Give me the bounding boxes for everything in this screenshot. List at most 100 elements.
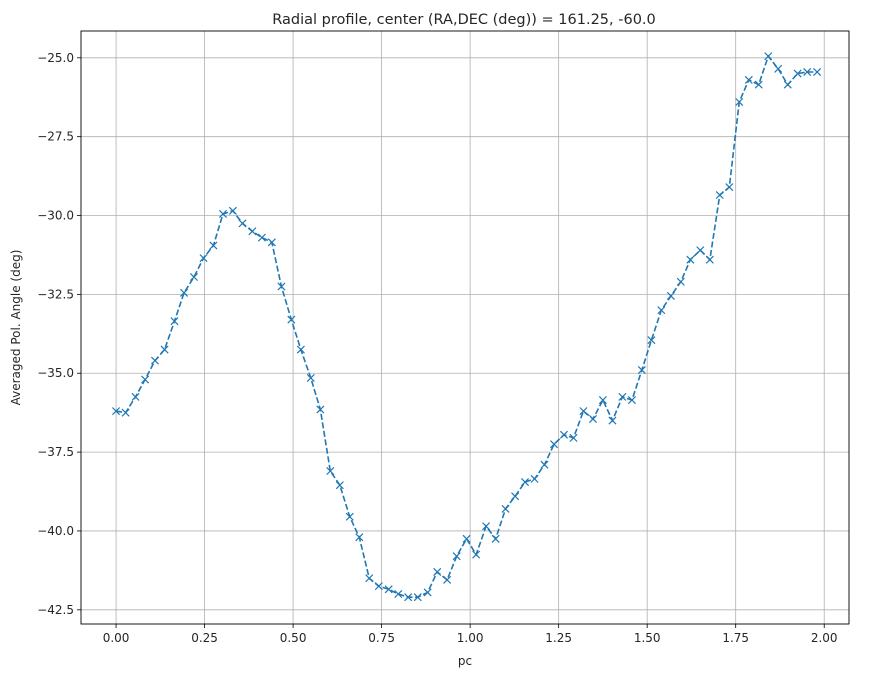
data-point-marker <box>248 227 257 236</box>
y-tick-label: −40.0 <box>37 524 74 538</box>
data-point-marker <box>267 238 276 247</box>
data-point-marker <box>608 416 617 425</box>
data-point-marker <box>209 241 218 250</box>
data-point-marker <box>813 67 822 77</box>
data-point-marker <box>121 408 130 417</box>
data-point-marker <box>462 534 471 543</box>
y-tick-label: −37.5 <box>37 445 74 459</box>
data-point-marker <box>384 585 393 594</box>
data-point-marker <box>783 80 792 89</box>
data-point-marker <box>618 392 627 401</box>
x-tick-label: 1.75 <box>722 631 749 645</box>
data-point-marker <box>735 97 744 106</box>
data-point-marker <box>287 315 296 324</box>
data-point-marker <box>637 366 646 375</box>
data-point-marker <box>345 512 354 521</box>
data-point-marker <box>705 255 714 264</box>
data-point-marker <box>443 575 452 584</box>
y-tick-label: −25.0 <box>37 51 74 65</box>
data-point-marker <box>218 209 228 218</box>
y-tick-label: −42.5 <box>37 603 74 617</box>
data-point-marker <box>501 504 510 513</box>
plot-frame <box>80 30 850 625</box>
y-axis-ticks: −42.5 −40.0 −37.5 −35.0 −32.5 −30.0 −27.5 −25.0 <box>37 51 81 617</box>
data-point-marker <box>170 317 179 326</box>
data-point-marker <box>647 336 656 345</box>
data-point-marker <box>452 552 461 561</box>
x-axis-label: pc <box>458 654 472 668</box>
data-point-marker <box>482 522 491 531</box>
data-point-marker <box>326 466 335 476</box>
data-point-marker <box>277 282 286 291</box>
data-point-marker <box>725 183 734 192</box>
data-point-marker <box>491 534 500 543</box>
data-point-marker <box>404 593 413 602</box>
data-point-marker <box>559 430 568 439</box>
x-tick-label: 0.00 <box>103 631 130 645</box>
data-point-marker <box>627 396 636 405</box>
data-point-marker <box>238 219 247 228</box>
x-tick-label: 1.50 <box>634 631 661 645</box>
data-point-marker <box>365 574 374 583</box>
data-point-marker <box>374 582 383 591</box>
series <box>112 52 822 602</box>
data-point-marker <box>715 190 724 200</box>
data-point-marker <box>189 273 198 282</box>
data-point-marker <box>160 345 169 354</box>
data-point-marker <box>550 440 559 449</box>
y-tick-label: −30.0 <box>37 209 74 223</box>
data-point-marker <box>141 375 150 384</box>
y-axis-label: Averaged Pol. Angle (deg) <box>9 250 23 406</box>
data-point-marker <box>774 64 783 73</box>
data-point-marker <box>316 405 325 414</box>
x-tick-label: 2.00 <box>811 631 838 645</box>
y-tick-label: −32.5 <box>37 287 74 301</box>
x-tick-label: 0.75 <box>368 631 395 645</box>
data-point-marker <box>112 407 121 416</box>
x-tick-label: 0.50 <box>280 631 307 645</box>
data-point-marker <box>764 52 773 61</box>
y-tick-label: −27.5 <box>37 130 74 144</box>
data-point-marker <box>569 433 578 442</box>
x-tick-label: 0.25 <box>191 631 218 645</box>
series-line <box>115 54 818 598</box>
y-tick-label: −35.0 <box>37 366 74 380</box>
data-point-marker <box>803 67 812 77</box>
data-point-marker <box>666 291 675 300</box>
data-point-marker <box>579 407 588 416</box>
data-point-marker <box>433 567 442 576</box>
data-point-marker <box>423 588 432 597</box>
data-point-marker <box>306 373 315 382</box>
data-point-marker <box>598 396 607 405</box>
data-point-marker <box>520 478 530 487</box>
data-point-marker <box>257 233 266 242</box>
data-point-marker <box>744 75 753 84</box>
data-point-marker <box>228 206 237 215</box>
data-point-marker <box>180 288 189 297</box>
data-point-marker <box>657 306 666 315</box>
data-point-marker <box>355 533 364 542</box>
data-point-marker <box>530 474 539 483</box>
data-point-marker <box>676 277 685 286</box>
data-point-marker <box>793 69 802 78</box>
data-point-marker <box>686 255 695 264</box>
data-point-marker <box>540 460 549 469</box>
x-axis-ticks: 0.00 0.25 0.50 0.75 1.00 1.25 1.50 1.75 2.00 <box>103 624 838 645</box>
data-point-marker <box>335 481 344 490</box>
data-point-marker <box>588 414 598 423</box>
data-point-marker <box>413 593 422 602</box>
data-point-marker <box>394 590 403 599</box>
data-point-marker <box>296 345 305 354</box>
chart-title: Radial profile, center (RA,DEC (deg)) = … <box>272 12 656 28</box>
data-point-marker <box>511 492 520 501</box>
data-point-marker <box>131 392 140 401</box>
data-point-marker <box>150 356 160 365</box>
data-point-marker <box>696 246 705 255</box>
data-point-marker <box>472 550 481 559</box>
x-tick-label: 1.25 <box>545 631 572 645</box>
x-tick-label: 1.00 <box>457 631 484 645</box>
data-point-marker <box>199 254 208 263</box>
grid <box>81 31 849 624</box>
data-point-marker <box>754 80 763 89</box>
